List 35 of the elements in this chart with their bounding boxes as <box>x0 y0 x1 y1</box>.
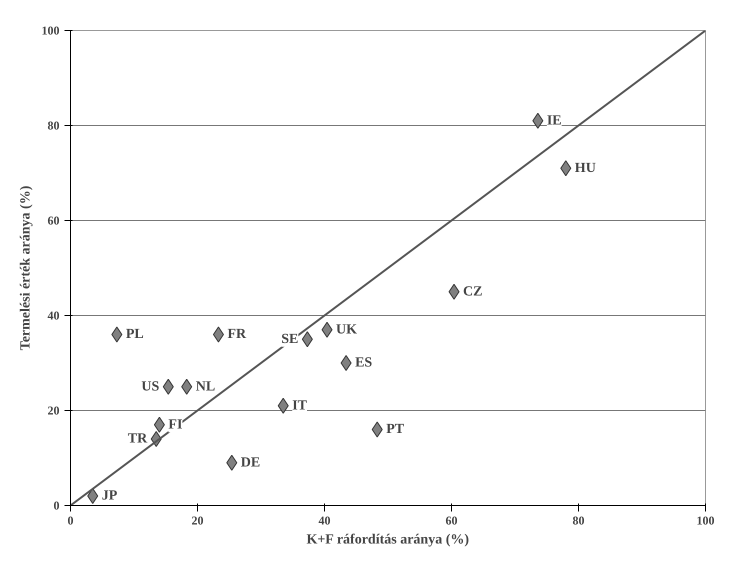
annotation: JP <box>102 488 118 504</box>
x-tick-label: 20 <box>192 514 204 528</box>
point <box>212 326 224 342</box>
annotation: TR <box>128 432 148 446</box>
y-tick-label: 40 <box>48 308 60 322</box>
point <box>340 355 352 371</box>
y-tick-label: 0 <box>54 498 60 512</box>
annotation: NL <box>196 379 216 394</box>
point <box>87 488 98 504</box>
annotation: UK <box>336 322 358 338</box>
annotation: DE <box>240 455 260 470</box>
annotation: IT <box>292 398 308 414</box>
y-tick-label: 80 <box>48 118 60 132</box>
annotation: US <box>141 379 160 394</box>
y-axis-title: Termelési érték aránya (%) <box>18 185 34 350</box>
annotation: PT <box>386 422 405 437</box>
point <box>111 326 122 342</box>
y-tick-label: 60 <box>48 214 60 228</box>
x-tick-label: 0 <box>68 514 74 528</box>
annotation: PL <box>126 327 144 342</box>
annotation: SE <box>281 332 298 347</box>
annotation: HU <box>574 160 596 176</box>
x-axis-title: K+F ráfordítás aránya (%) <box>306 532 470 548</box>
annotation: CZ <box>463 284 482 300</box>
annotation: ES <box>355 356 372 370</box>
annotation: FR <box>227 327 248 342</box>
x-tick-label: 100 <box>696 514 714 528</box>
y-tick-label: 20 <box>48 404 60 418</box>
x-tick-label: 60 <box>446 514 458 528</box>
x-tick-label: 80 <box>572 514 584 528</box>
annotation: IE <box>546 113 562 128</box>
annotation: FI <box>168 417 182 432</box>
x-tick-label: 40 <box>318 514 330 528</box>
point <box>372 422 383 438</box>
y-tick-label: 100 <box>42 24 60 38</box>
